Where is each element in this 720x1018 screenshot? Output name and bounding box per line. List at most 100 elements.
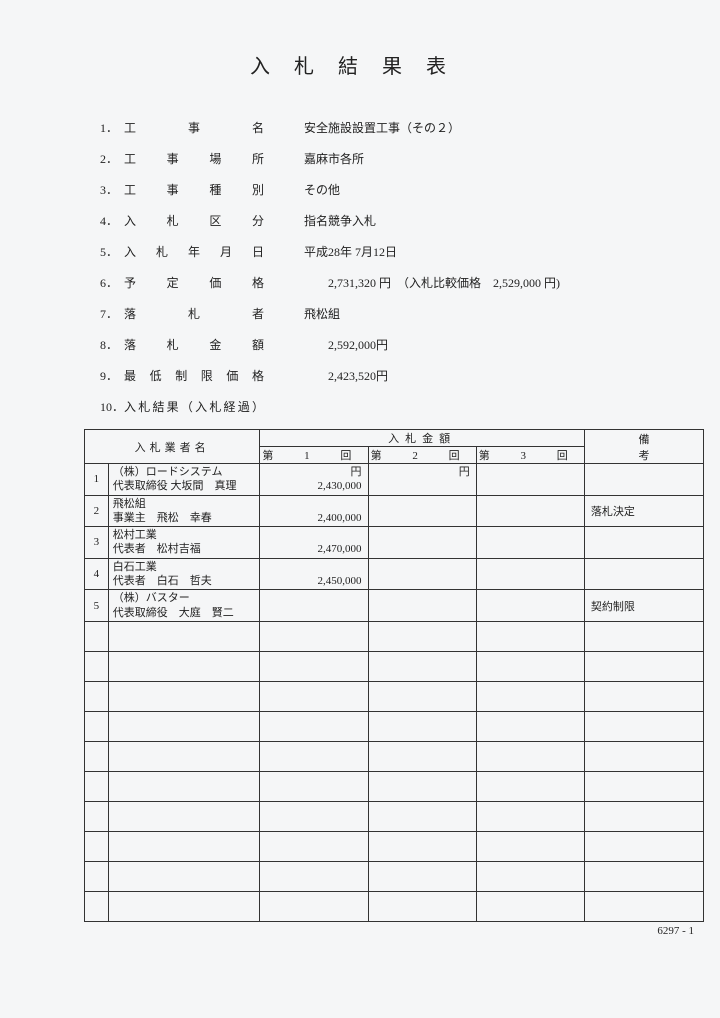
info-label: 入札結果（入札経過） <box>124 398 264 415</box>
empty-cell <box>584 711 703 741</box>
table-row: 2飛松組 事業主 飛松 幸春 2,400,000落札決定 <box>85 495 704 527</box>
empty-cell <box>85 621 109 651</box>
empty-cell <box>108 741 260 771</box>
row-num: 3 <box>85 527 109 559</box>
row-num: 5 <box>85 590 109 622</box>
bid-round1 <box>260 590 368 622</box>
info-value: 飛松組 <box>264 305 340 322</box>
header-note: 備考 <box>584 430 703 464</box>
info-value: 2,423,520円 <box>264 367 388 384</box>
info-row: 9．最 低 制 限 価 格 2,423,520円 <box>100 367 680 384</box>
bid-table-wrap: 入札業者名 入札金額 備考 第 1 回 第 2 回 第 3 回 1（株）ロードシ… <box>84 429 704 937</box>
empty-cell <box>85 831 109 861</box>
empty-cell <box>85 651 109 681</box>
table-row-empty <box>85 891 704 921</box>
table-row: 3松村工業 代表者 松村吉福 2,470,000 <box>85 527 704 559</box>
empty-cell <box>85 771 109 801</box>
empty-cell <box>584 621 703 651</box>
bid-round3 <box>476 495 584 527</box>
empty-cell <box>476 741 584 771</box>
empty-cell <box>584 681 703 711</box>
info-row: 3．工 事 種 別その他 <box>100 181 680 198</box>
info-value: 2,731,320 円 （入札比較価格 2,529,000 円) <box>264 274 560 291</box>
empty-cell <box>85 711 109 741</box>
row-num: 2 <box>85 495 109 527</box>
empty-cell <box>368 621 476 651</box>
empty-cell <box>368 711 476 741</box>
info-section: 1．工 事 名安全施設設置工事（その２）2．工 事 場 所嘉麻市各所3．工 事 … <box>40 119 680 415</box>
bidder-name: 白石工業 代表者 白石 哲夫 <box>108 558 260 590</box>
table-row-empty <box>85 681 704 711</box>
info-label: 落 札 金 額 <box>124 336 264 353</box>
info-num: 10． <box>100 398 124 415</box>
info-value: 安全施設設置工事（その２） <box>264 119 460 136</box>
empty-cell <box>108 831 260 861</box>
bid-round1: 2,470,000 <box>260 527 368 559</box>
bid-round2 <box>368 590 476 622</box>
info-value: その他 <box>264 181 340 198</box>
bid-round1: 2,450,000 <box>260 558 368 590</box>
header-round1: 第 1 回 <box>260 447 368 464</box>
empty-cell <box>260 771 368 801</box>
empty-cell <box>476 831 584 861</box>
info-num: 8． <box>100 336 124 353</box>
table-row: 1（株）ロードシステム 代表取締役 大坂間 真理円 2,430,000円 <box>85 464 704 496</box>
empty-cell <box>108 651 260 681</box>
bid-note <box>584 558 703 590</box>
empty-cell <box>476 711 584 741</box>
empty-cell <box>584 801 703 831</box>
empty-cell <box>108 681 260 711</box>
empty-cell <box>108 801 260 831</box>
info-num: 1． <box>100 119 124 136</box>
info-label: 最 低 制 限 価 格 <box>124 367 264 384</box>
empty-cell <box>108 621 260 651</box>
bid-round3 <box>476 590 584 622</box>
bid-note <box>584 527 703 559</box>
table-row-empty <box>85 801 704 831</box>
info-label: 落 札 者 <box>124 305 264 322</box>
empty-cell <box>584 741 703 771</box>
empty-cell <box>260 741 368 771</box>
info-row: 7．落 札 者飛松組 <box>100 305 680 322</box>
info-num: 2． <box>100 150 124 167</box>
empty-cell <box>368 831 476 861</box>
empty-cell <box>368 741 476 771</box>
table-row-empty <box>85 651 704 681</box>
empty-cell <box>584 891 703 921</box>
table-row-empty <box>85 741 704 771</box>
empty-cell <box>368 771 476 801</box>
info-num: 9． <box>100 367 124 384</box>
empty-cell <box>368 651 476 681</box>
table-row: 5（株）バスター 代表取締役 大庭 賢二契約制限 <box>85 590 704 622</box>
bid-note <box>584 464 703 496</box>
bid-note: 落札決定 <box>584 495 703 527</box>
empty-cell <box>260 621 368 651</box>
table-row-empty <box>85 711 704 741</box>
info-value: 嘉麻市各所 <box>264 150 364 167</box>
bidder-name: （株）バスター 代表取締役 大庭 賢二 <box>108 590 260 622</box>
table-row-empty <box>85 831 704 861</box>
empty-cell <box>108 891 260 921</box>
empty-cell <box>584 771 703 801</box>
bid-round1: 円 2,430,000 <box>260 464 368 496</box>
empty-cell <box>260 831 368 861</box>
table-row-empty <box>85 861 704 891</box>
empty-cell <box>85 741 109 771</box>
header-amount: 入札金額 <box>260 430 585 447</box>
empty-cell <box>368 681 476 711</box>
empty-cell <box>476 651 584 681</box>
table-row-empty <box>85 771 704 801</box>
info-label: 工 事 場 所 <box>124 150 264 167</box>
info-num: 4． <box>100 212 124 229</box>
empty-cell <box>368 891 476 921</box>
info-row: 2．工 事 場 所嘉麻市各所 <box>100 150 680 167</box>
empty-cell <box>260 801 368 831</box>
info-value: 平成28年 7月12日 <box>264 243 397 260</box>
header-round3: 第 3 回 <box>476 447 584 464</box>
empty-cell <box>368 861 476 891</box>
info-value: 2,592,000円 <box>264 336 388 353</box>
table-row-empty <box>85 621 704 651</box>
empty-cell <box>85 861 109 891</box>
bid-table: 入札業者名 入札金額 備考 第 1 回 第 2 回 第 3 回 1（株）ロードシ… <box>84 429 704 922</box>
bid-table-body: 1（株）ロードシステム 代表取締役 大坂間 真理円 2,430,000円2飛松組… <box>85 464 704 922</box>
